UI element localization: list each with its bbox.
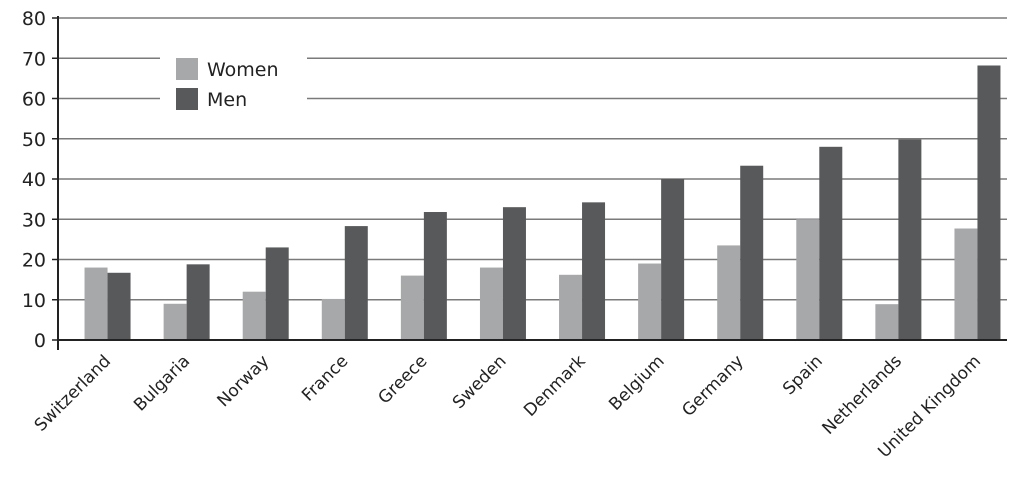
x-tick-label: Greece: [374, 351, 431, 408]
y-tick-label: 20: [22, 250, 46, 272]
bar-women: [796, 219, 820, 340]
bar-women: [84, 267, 108, 340]
bar-women: [717, 245, 741, 340]
y-tick-label: 60: [22, 89, 46, 111]
x-tick-label: Netherlands: [818, 351, 906, 439]
bar-women: [954, 228, 978, 340]
bar-men: [502, 207, 526, 340]
y-tick-label: 70: [22, 48, 46, 70]
legend-swatch-women: [176, 58, 198, 80]
bar-men: [344, 226, 368, 340]
bar-women: [163, 303, 187, 340]
x-tick-label: Denmark: [520, 351, 590, 421]
bar-men: [423, 212, 447, 340]
y-tick-label: 40: [22, 169, 46, 191]
x-tick-label: Germany: [678, 351, 747, 420]
bar-women: [875, 304, 899, 340]
bar-men: [977, 65, 1001, 341]
bar-men: [265, 247, 289, 340]
y-tick-label: 10: [22, 290, 46, 312]
legend-label-women: Women: [207, 59, 279, 81]
bar-men: [740, 165, 764, 340]
y-tick-label: 50: [22, 129, 46, 151]
y-tick-label: 30: [22, 209, 46, 231]
x-tick-label: Spain: [779, 351, 827, 399]
bar-women: [559, 274, 583, 340]
bar-women: [321, 298, 345, 340]
bar-men: [582, 202, 606, 340]
bar-men: [661, 179, 685, 340]
bar-men: [107, 272, 131, 340]
legend-swatch-men: [176, 88, 198, 110]
bar-women: [242, 291, 266, 340]
bar-men: [819, 146, 843, 340]
x-tick-label: Switzerland: [31, 351, 115, 435]
x-tick-label: Norway: [213, 351, 273, 411]
y-tick-label: 80: [22, 8, 46, 30]
legend-label-men: Men: [207, 89, 247, 111]
bar-men: [898, 139, 922, 340]
x-tick-label: Sweden: [449, 351, 511, 413]
bar-women: [638, 263, 662, 340]
x-tick-label: Bulgaria: [130, 351, 194, 415]
bar-women: [400, 275, 424, 340]
y-tick-label: 0: [34, 330, 46, 352]
x-tick-label: Belgium: [605, 351, 668, 414]
bar-women: [479, 267, 503, 340]
bar-men: [186, 264, 210, 340]
x-tick-label: France: [298, 351, 352, 405]
